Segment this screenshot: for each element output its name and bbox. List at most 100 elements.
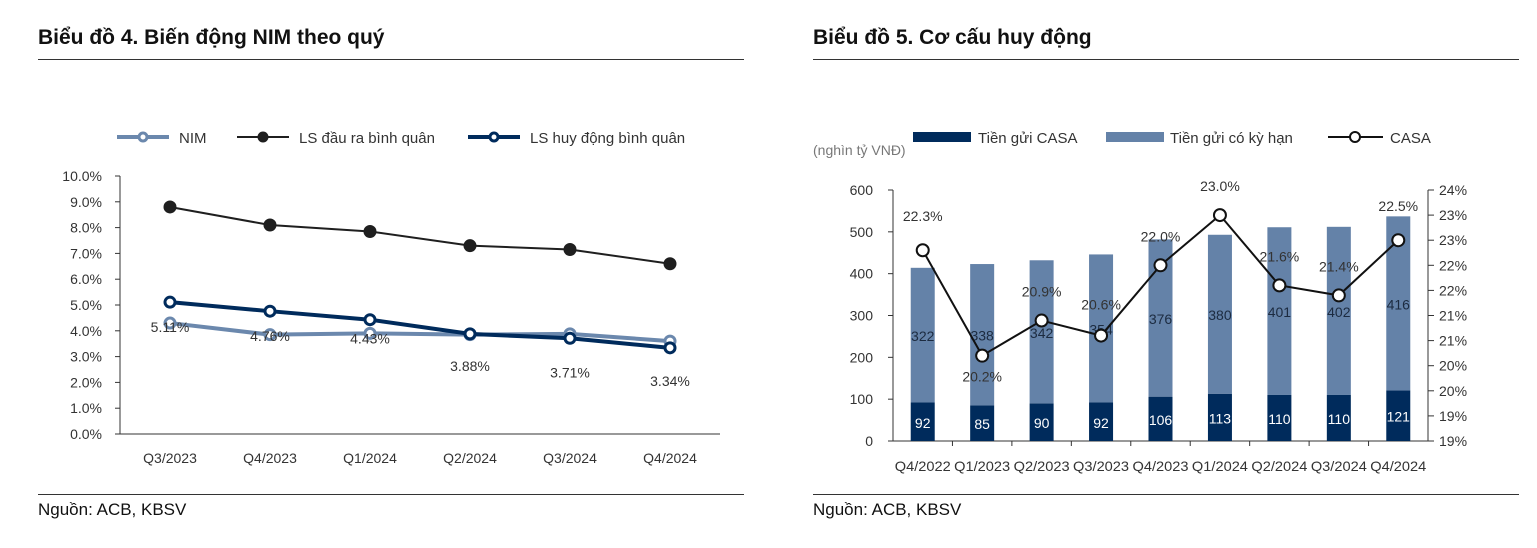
y-tick-label: 100	[850, 391, 874, 407]
chart4-source: Nguồn: ACB, KBSV	[38, 500, 187, 519]
y-tick-label: 600	[850, 182, 874, 198]
y2-tick-label: 22%	[1439, 257, 1467, 273]
bar-term-label: 322	[911, 328, 935, 344]
legend-marker	[257, 131, 269, 143]
y-tick-label: 200	[850, 349, 874, 365]
data-point	[263, 218, 277, 232]
casa-label: 23.0%	[1200, 178, 1240, 194]
data-label: 3.34%	[650, 373, 690, 389]
data-point	[163, 316, 177, 330]
x-tick-label: Q3/2024	[543, 450, 597, 466]
bar-casa	[1267, 394, 1292, 441]
legend-marker	[1349, 131, 1361, 143]
data-point	[363, 224, 377, 238]
bar-casa-label: 106	[1149, 412, 1173, 428]
bar-casa-label: 121	[1387, 409, 1411, 425]
legend-label: CASA	[1390, 130, 1431, 147]
casa-point	[1272, 278, 1287, 293]
legend-swatch-casa	[913, 132, 971, 142]
bar-casa-label: 92	[915, 415, 931, 431]
data-point	[163, 200, 177, 214]
bar-term-label: 376	[1149, 311, 1173, 327]
x-tick-label: Q2/2024	[443, 450, 497, 466]
bar-term-label: 338	[970, 328, 994, 344]
bar-casa-label: 113	[1209, 410, 1232, 426]
bar-term	[1207, 234, 1232, 394]
x-tick-label: Q4/2024	[643, 450, 697, 466]
data-point	[563, 331, 577, 345]
y-tick-label: 2.0%	[70, 374, 102, 390]
y-tick-label: 8.0%	[70, 220, 102, 236]
series-line-0	[169, 321, 671, 344]
data-label: 4.43%	[350, 331, 390, 347]
data-point	[463, 239, 477, 253]
bar-term	[1267, 227, 1292, 395]
bar-casa	[1089, 402, 1114, 441]
bar-casa	[1207, 393, 1232, 441]
bar-casa	[970, 405, 995, 441]
casa-label: 20.9%	[1022, 284, 1062, 300]
x-tick-label: Q3/2023	[1073, 458, 1129, 474]
y-tick-label: 7.0%	[70, 245, 102, 261]
x-tick-label: Q4/2023	[1133, 458, 1189, 474]
divider	[813, 59, 1519, 60]
y2-tick-label: 19%	[1439, 433, 1467, 449]
legend-marker	[137, 131, 149, 143]
y2-tick-label: 20%	[1439, 358, 1467, 374]
bar-casa-label: 85	[974, 416, 990, 432]
series-line-2	[169, 300, 671, 350]
y-tick-label: 500	[850, 224, 874, 240]
x-tick-label: Q3/2024	[1311, 458, 1367, 474]
data-label: 5.11%	[151, 319, 190, 335]
data-point	[663, 257, 677, 271]
bar-term-label: 380	[1208, 307, 1232, 323]
y-tick-label: 3.0%	[70, 349, 102, 365]
x-tick-label: Q2/2023	[1014, 458, 1070, 474]
data-point	[463, 327, 477, 341]
y-tick-label: 0	[865, 433, 873, 449]
data-point	[363, 326, 377, 340]
casa-label: 22.5%	[1378, 198, 1418, 214]
y-tick-label: 0.0%	[70, 426, 102, 442]
data-label: 3.88%	[450, 358, 490, 374]
bar-casa-label: 110	[1328, 411, 1351, 427]
divider	[38, 494, 744, 495]
data-point	[663, 341, 677, 355]
legend-label: NIM	[179, 130, 207, 147]
bar-casa	[910, 402, 935, 441]
casa-label: 20.2%	[962, 369, 1002, 385]
chart5-source: Nguồn: ACB, KBSV	[813, 500, 962, 519]
y2-tick-label: 21%	[1439, 333, 1467, 349]
divider	[813, 494, 1519, 495]
casa-label: 20.6%	[1081, 297, 1121, 313]
casa-point	[1331, 288, 1346, 303]
casa-point	[915, 243, 930, 258]
unit-label: (nghìn tỷ VNĐ)	[813, 142, 906, 158]
bar-casa	[1148, 396, 1173, 441]
y2-tick-label: 23%	[1439, 232, 1467, 248]
y2-tick-label: 24%	[1439, 182, 1467, 198]
legend-label: Tiền gửi có kỳ hạn	[1170, 130, 1293, 147]
y-tick-label: 4.0%	[70, 323, 102, 339]
y-tick-label: 6.0%	[70, 271, 102, 287]
casa-point	[1153, 258, 1168, 273]
x-tick-label: Q1/2024	[1192, 458, 1248, 474]
data-point	[363, 313, 377, 327]
casa-point	[1212, 208, 1227, 223]
casa-label: 22.3%	[903, 208, 943, 224]
bar-casa	[1326, 394, 1351, 441]
casa-point	[1094, 328, 1109, 343]
x-tick-label: Q4/2022	[895, 458, 951, 474]
bar-term	[910, 267, 935, 403]
y2-tick-label: 20%	[1439, 383, 1467, 399]
x-tick-label: Q1/2024	[343, 450, 397, 466]
data-label: 3.71%	[550, 364, 590, 380]
bar-term-label: 402	[1327, 304, 1351, 320]
x-tick-label: Q2/2024	[1251, 458, 1307, 474]
bar-term	[1029, 260, 1054, 404]
bar-term	[1326, 226, 1351, 395]
bar-term-label: 401	[1268, 304, 1292, 320]
divider	[38, 59, 744, 60]
